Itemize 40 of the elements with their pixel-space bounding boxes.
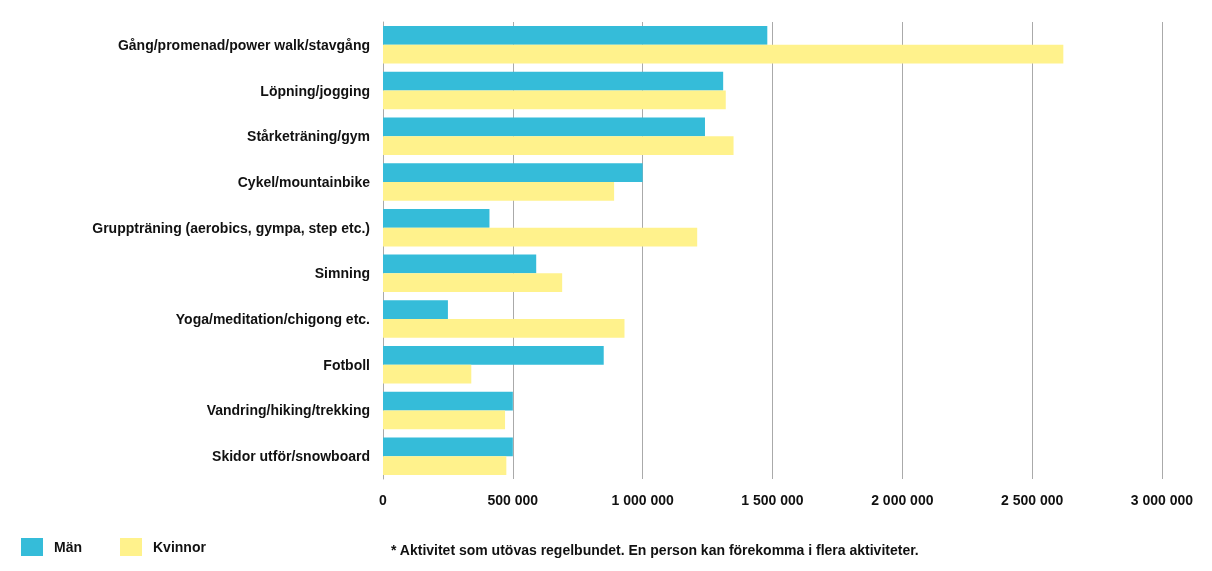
x-tick-label: 2 000 000	[871, 492, 934, 508]
bar	[383, 346, 604, 365]
y-tick-label: Yoga/meditation/chigong etc.	[175, 311, 370, 328]
x-tick-label: 1 000 000	[611, 492, 675, 508]
y-tick-label: Skidor utför/snowboard	[212, 448, 370, 465]
bar	[383, 437, 513, 457]
bar	[383, 456, 507, 475]
bar	[383, 254, 537, 274]
y-tick-label: Vandring/hiking/trekking	[206, 402, 370, 419]
y-tick-label: Cykel/mountainbike	[237, 173, 371, 190]
y-tick-label: Stårketräning/gym	[247, 128, 370, 145]
bar	[383, 319, 625, 338]
bar	[383, 273, 563, 293]
x-tick-label: 0	[379, 492, 388, 508]
bar	[383, 44, 1064, 64]
bar	[383, 208, 490, 228]
y-tick-label: Simning	[314, 265, 370, 282]
bar	[383, 227, 698, 247]
x-tick-label: 1 500 000	[741, 492, 804, 508]
x-tick-label: 2 500 000	[1001, 492, 1064, 508]
bar	[383, 181, 615, 201]
x-tick-label: 500 000	[487, 492, 539, 508]
bar	[383, 410, 506, 430]
bar	[383, 163, 643, 182]
y-tick-label: Gruppträning (aerobics, gympa, step etc.)	[92, 219, 370, 236]
bar	[383, 90, 726, 110]
bar	[383, 300, 448, 320]
bar	[383, 26, 768, 45]
legend-label: Män	[54, 539, 82, 555]
x-tick-label: 3 000 000	[1130, 492, 1194, 508]
bar	[383, 364, 472, 384]
text: * Aktivitet som utövas regelbundet. En person kan förekomma i flera aktiviteter.	[391, 542, 919, 558]
y-tick-label: Fotboll	[323, 356, 370, 373]
legend-label: Kvinnor	[153, 539, 207, 555]
bar	[383, 117, 705, 137]
bar	[383, 136, 734, 155]
bar	[383, 71, 724, 91]
bar	[383, 391, 513, 411]
y-tick-label: Löpning/jogging	[260, 82, 370, 99]
y-tick-label: Gång/promenad/power walk/stavgång	[117, 36, 370, 53]
